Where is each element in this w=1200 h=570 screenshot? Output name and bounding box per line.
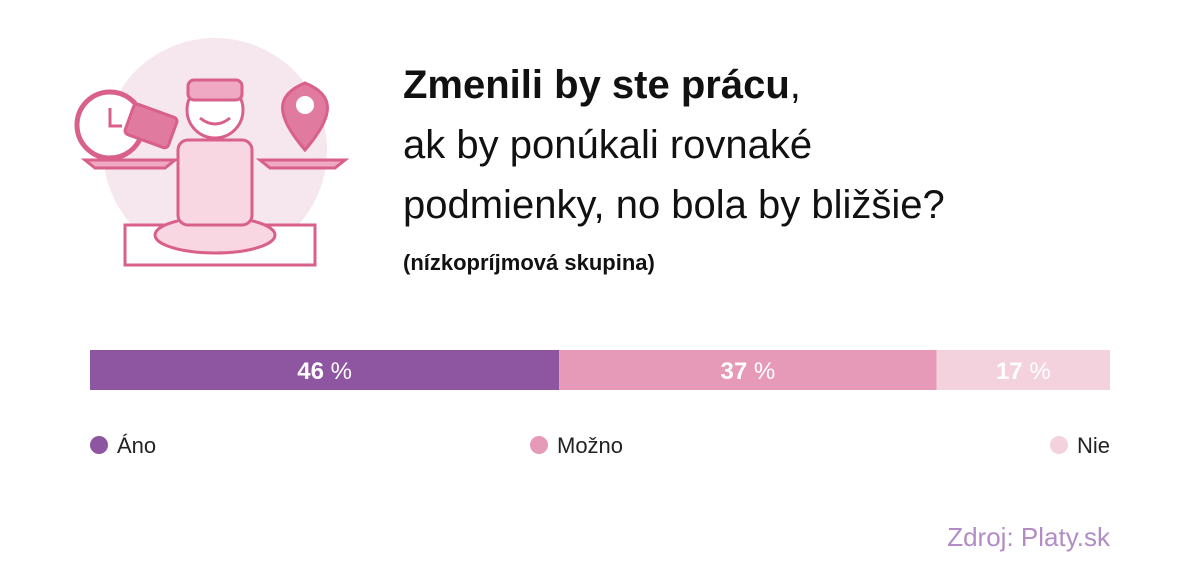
source: Zdroj: Platy.sk	[947, 522, 1111, 552]
chart-title-line: podmienky, no bola by bližšie?	[403, 183, 945, 227]
data-label: 17 %	[996, 358, 1051, 385]
legend-swatch	[1049, 436, 1068, 454]
data-label-value: 37	[721, 358, 748, 385]
data-label-value: 17	[996, 358, 1023, 385]
data-label-unit: %	[1029, 358, 1050, 385]
title-bold: Zmenili by ste prácu	[403, 63, 790, 107]
bar-segment	[559, 350, 937, 390]
chart-title: Zmenili by ste prácu,	[403, 63, 801, 107]
legend-label: Áno	[117, 433, 156, 458]
illustration	[74, 38, 350, 267]
legend-label: Možno	[557, 433, 623, 458]
data-label: 46 %	[297, 358, 352, 385]
bar-segment	[90, 350, 560, 390]
data-label: 37 %	[721, 358, 776, 385]
data-label-unit: %	[754, 358, 775, 385]
data-label-unit: %	[331, 358, 352, 385]
bar-segment	[936, 350, 1110, 390]
legend-swatch	[90, 436, 108, 454]
legend-swatch	[530, 436, 548, 454]
title-comma: ,	[790, 63, 801, 107]
legend-label: Nie	[1077, 433, 1110, 458]
chart-subtitle: (nízkopríjmová skupina)	[403, 250, 655, 275]
data-label-value: 46	[297, 358, 324, 385]
chart-title-line: ak by ponúkali rovnaké	[403, 123, 812, 167]
